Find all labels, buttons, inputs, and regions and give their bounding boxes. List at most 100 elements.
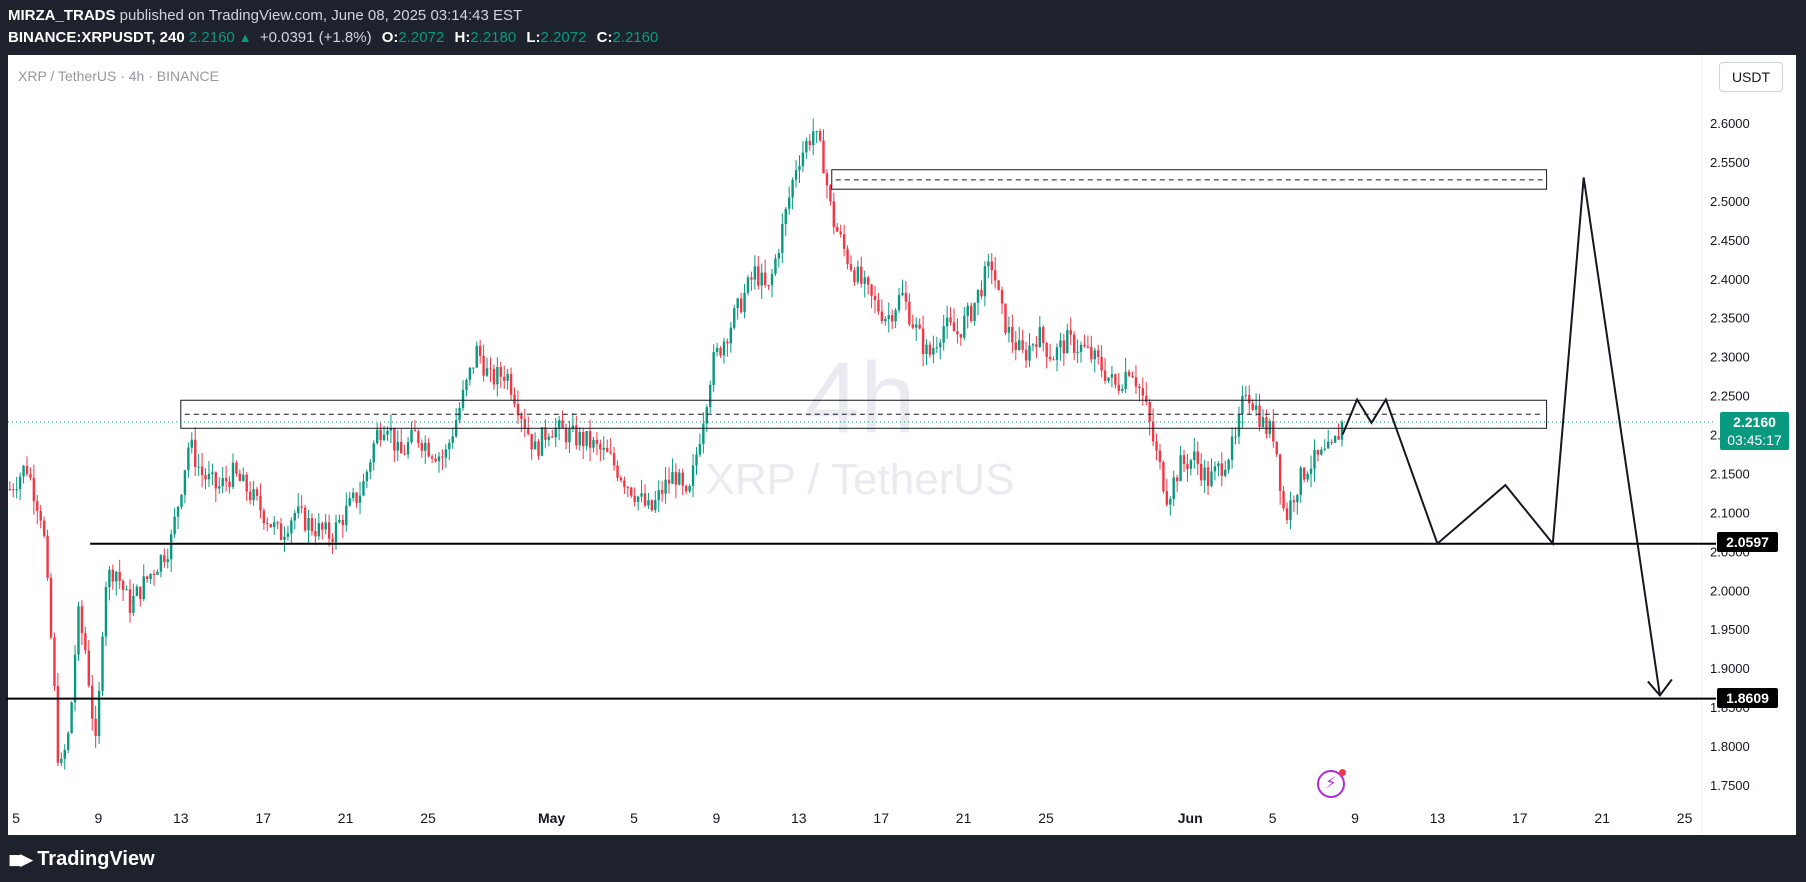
candle-body [1337, 436, 1340, 440]
candle-body [207, 473, 211, 480]
candle-body [691, 465, 695, 486]
candle-body [499, 366, 502, 377]
candle-body [884, 318, 887, 322]
candle-body [424, 442, 427, 451]
drawings[interactable] [5, 169, 1716, 700]
price-tick-label: 2.3000 [1710, 350, 1750, 365]
candle-body [22, 465, 25, 477]
candle-body [142, 576, 145, 600]
candle-body [880, 311, 884, 322]
candle-body [925, 344, 928, 355]
candle-body [836, 226, 839, 232]
lightning-icon[interactable]: ⚡ [1317, 769, 1346, 798]
candle-body [362, 481, 365, 496]
projection-arrowhead[interactable] [1647, 678, 1673, 698]
candle-body [877, 300, 880, 312]
candle-body [870, 284, 873, 296]
candle-body [91, 685, 94, 719]
candle-body [1220, 463, 1223, 476]
candle-body [1340, 422, 1344, 440]
candle-body [12, 489, 15, 491]
supply-zone[interactable] [831, 169, 1548, 190]
candle-body [781, 224, 784, 253]
author-name[interactable]: MIRZA_TRADS [8, 7, 116, 24]
candle-body [389, 427, 393, 431]
time-tick-label: 9 [1351, 810, 1359, 826]
candle-body [310, 518, 314, 532]
candle-body [341, 519, 345, 526]
time-tick-label: 21 [338, 810, 354, 826]
candle-body [698, 443, 702, 455]
time-tick-label: 17 [255, 810, 271, 826]
candle-body [262, 510, 266, 524]
candle-body [108, 569, 111, 588]
candle-body [396, 441, 399, 451]
resistance-zone[interactable] [180, 399, 1548, 429]
candle-body [911, 324, 914, 328]
candle-body [94, 718, 97, 737]
candle-body [588, 431, 592, 448]
candle-body [798, 166, 801, 171]
candle-body [259, 495, 262, 511]
candle-body [441, 456, 444, 458]
candle-body [897, 295, 901, 311]
candle-body [183, 470, 187, 495]
candle-body [163, 555, 166, 563]
candle-body [928, 344, 932, 355]
time-tick-label: 5 [1269, 810, 1277, 826]
candle-body [702, 423, 705, 444]
candle-body [657, 490, 660, 501]
candle-body [492, 368, 496, 385]
brand-name: TradingView [37, 848, 155, 870]
candle-body [739, 298, 743, 313]
candle-body [846, 248, 849, 265]
candle-body [1114, 374, 1117, 385]
projection-path[interactable] [1341, 177, 1661, 696]
candle-body [32, 477, 36, 502]
candle-body [279, 523, 283, 541]
candle-body [39, 510, 42, 521]
candle-body [544, 427, 547, 440]
candle-body [650, 500, 654, 511]
candle-body [609, 451, 612, 454]
candle-body [520, 415, 523, 419]
candle-body [825, 173, 829, 186]
triangle-up-icon: ▲ [238, 30, 252, 45]
candle-body [976, 289, 980, 303]
price-change: +0.0391 (+1.8%) [259, 29, 372, 46]
symbol-label[interactable]: BINANCE:XRPUSDT, 240 [8, 29, 185, 46]
candle-body [331, 538, 334, 543]
candle-body [111, 569, 115, 582]
candle-body [1151, 421, 1155, 442]
candle-body [97, 690, 101, 737]
candle-body [1162, 462, 1165, 492]
candle-body [303, 507, 307, 531]
candle-body [245, 474, 248, 492]
time-tick-label: 25 [1677, 810, 1693, 826]
candle-body [372, 443, 375, 463]
candle-body [1107, 377, 1110, 381]
candle-body [18, 476, 22, 490]
candle-body [8, 489, 12, 491]
candle-body [1145, 395, 1148, 402]
candle-body [856, 266, 860, 283]
candle-body [1272, 421, 1275, 442]
candle-body [1066, 330, 1069, 354]
candle-body [894, 310, 897, 322]
candle-body [478, 345, 482, 356]
candle-body [695, 454, 698, 466]
time-tick-label: 25 [420, 810, 436, 826]
candle-body [674, 472, 678, 485]
currency-button[interactable]: USDT [1719, 62, 1783, 92]
candle-body [1117, 384, 1120, 391]
candle-body [104, 587, 108, 637]
candle-body [29, 474, 32, 478]
candle-body [684, 485, 688, 492]
time-tick-label: 25 [1038, 810, 1054, 826]
time-tick-label: 5 [630, 810, 638, 826]
candle-body [561, 420, 564, 429]
brand[interactable]: ◼▶ TradingView [8, 848, 155, 871]
candle-body [427, 442, 430, 457]
candle-body [808, 140, 811, 145]
